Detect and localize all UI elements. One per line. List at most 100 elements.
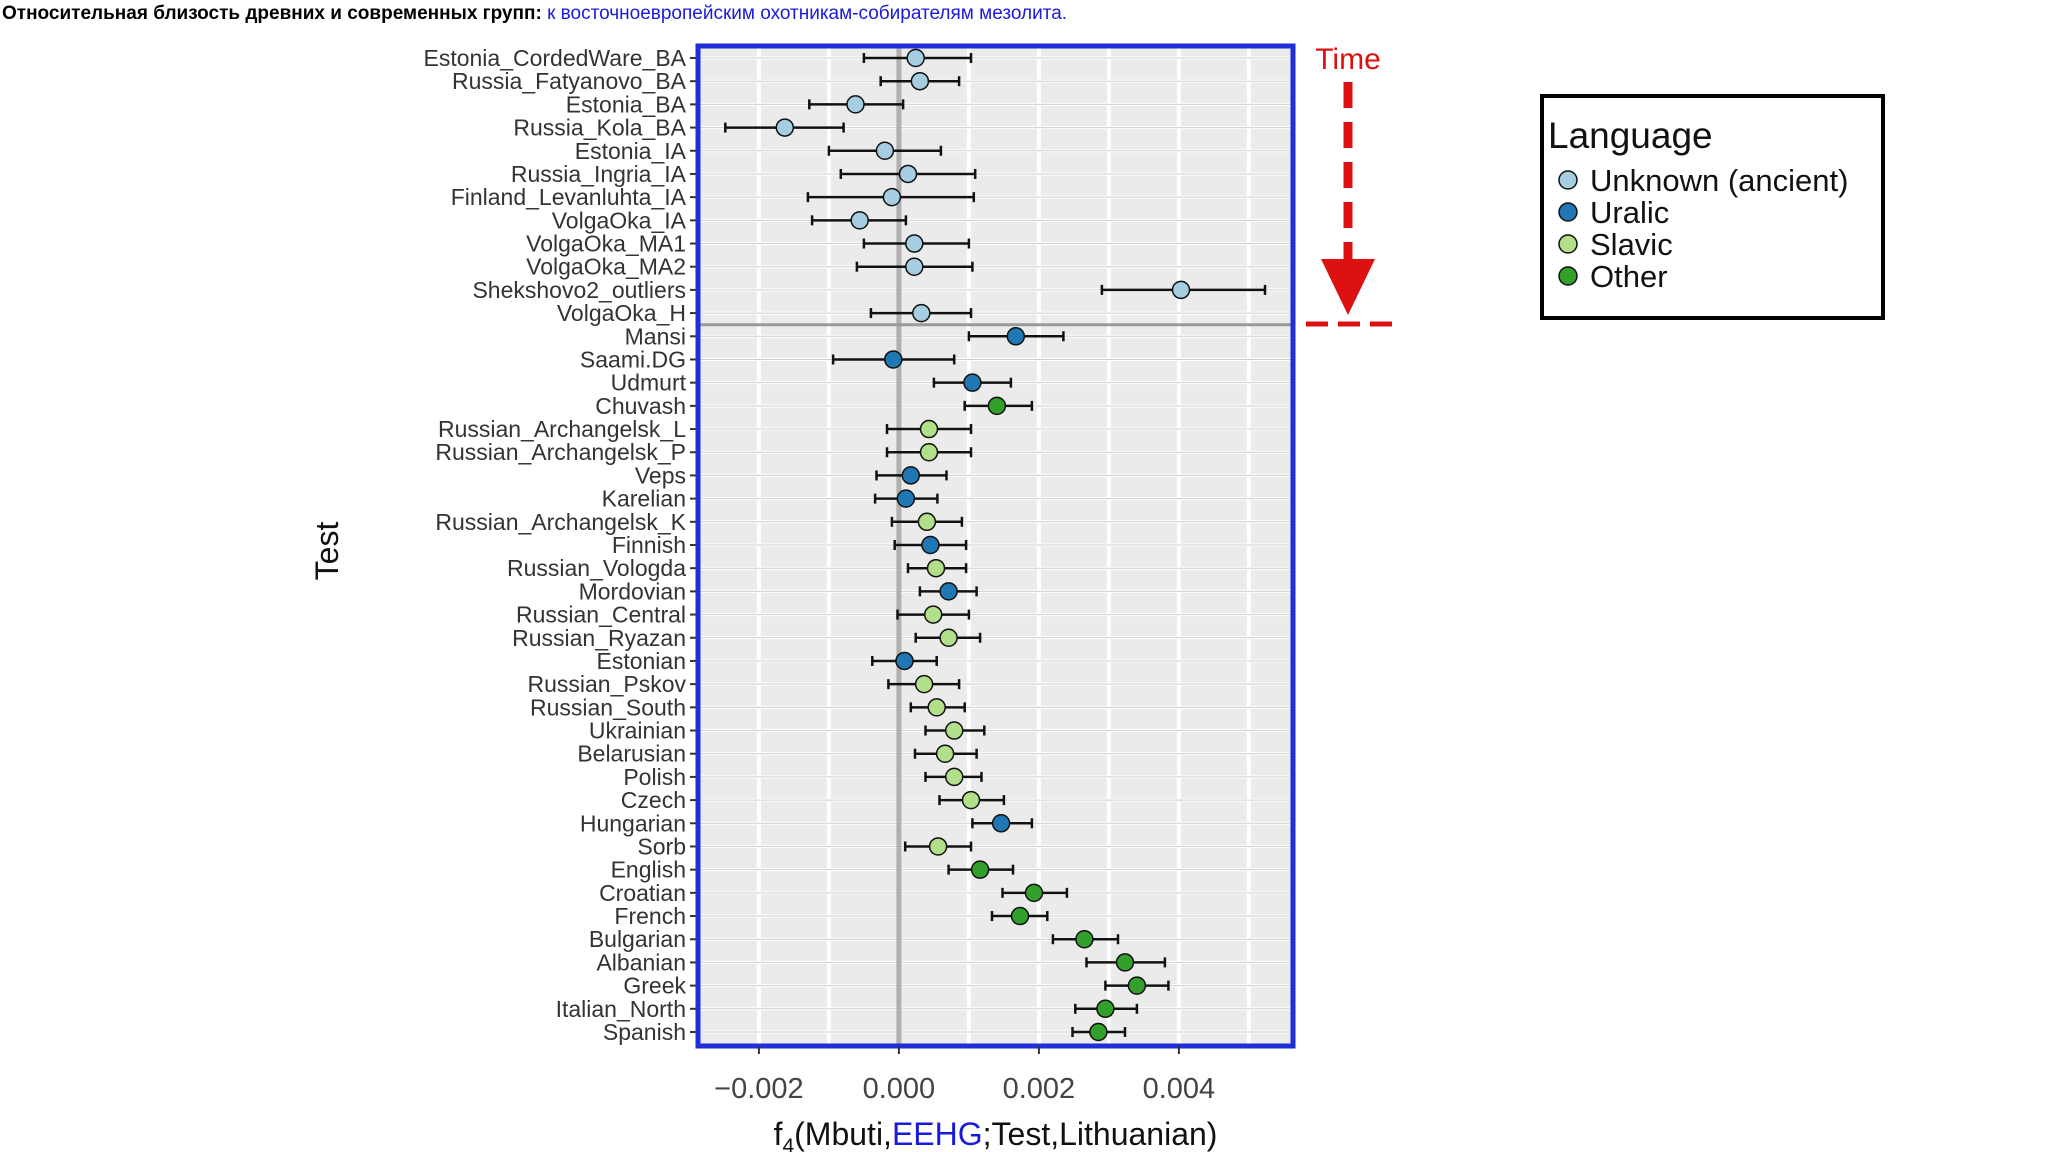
legend-marker	[1558, 202, 1578, 222]
data-point	[1006, 327, 1026, 346]
y-tick-label: Sorb	[637, 833, 686, 859]
x-axis-label-part: f	[774, 1116, 783, 1152]
y-tick-label: Hungarian	[580, 810, 686, 836]
data-point	[884, 350, 903, 369]
data-point	[944, 767, 964, 787]
data-point	[850, 211, 869, 230]
y-tick-label: Polish	[623, 764, 686, 790]
data-point	[944, 721, 964, 740]
legend-label: Slavic	[1590, 227, 1673, 262]
data-point	[928, 837, 948, 856]
y-tick-label: Mansi	[625, 323, 686, 349]
y-tick-label: Croatian	[599, 880, 686, 906]
data-point	[1171, 280, 1191, 300]
y-tick-label: Albanian	[596, 949, 686, 975]
y-tick-label: French	[614, 903, 686, 929]
legend-label: Uralic	[1590, 195, 1669, 230]
legend-box	[1540, 94, 1885, 320]
data-point	[1075, 929, 1094, 949]
y-tick-label: Bulgarian	[589, 926, 686, 952]
y-tick-label: Russian_Archangelsk_K	[435, 509, 686, 535]
time-label: Time	[1315, 43, 1381, 76]
data-point	[921, 535, 940, 555]
y-tick-label: VolgaOka_MA2	[526, 254, 686, 280]
legend-marker	[1558, 266, 1578, 286]
x-axis-label-part: EEHG	[892, 1116, 983, 1152]
y-tick-label: Russian_Central	[516, 602, 686, 628]
title-main: Относительная близость древних и совреме…	[2, 3, 542, 24]
chart-title: Относительная близость древних и совреме…	[2, 3, 1067, 25]
y-tick-label: Russia_Fatyanovo_BA	[452, 68, 687, 94]
y-tick-label: Russian_South	[530, 694, 686, 720]
y-tick-label: Shekshovo2_outliers	[472, 277, 686, 303]
legend-label: Other	[1590, 259, 1668, 294]
data-point	[775, 118, 795, 137]
x-tick-label: 0.002	[1003, 1073, 1076, 1105]
data-point	[1024, 883, 1044, 903]
y-tick-label: Finland_Levanluhta_IA	[451, 184, 687, 210]
data-point	[919, 442, 939, 462]
y-tick-label: Russia_Ingria_IA	[511, 161, 687, 187]
time-arrow-head-icon	[1321, 259, 1375, 315]
data-point	[1089, 1022, 1108, 1042]
data-point	[927, 698, 946, 717]
data-point	[875, 141, 895, 161]
y-tick-label: Belarusian	[577, 741, 686, 767]
y-tick-label: Mordovian	[579, 578, 686, 604]
data-point	[923, 605, 943, 624]
data-point	[970, 860, 990, 879]
data-point	[905, 234, 924, 253]
data-point	[912, 303, 931, 323]
data-point	[917, 512, 937, 532]
data-point	[926, 558, 946, 578]
x-axis-label-part: (Mbuti,	[794, 1116, 892, 1152]
y-tick-label: Karelian	[602, 486, 686, 512]
y-tick-label: Veps	[635, 462, 686, 488]
data-point	[882, 187, 902, 207]
x-axis-label: f4(Mbuti,EEHG;Test,Lithuanian)	[774, 1116, 1218, 1152]
legend-marker	[1558, 234, 1578, 254]
data-point	[919, 419, 939, 439]
data-point	[991, 814, 1011, 833]
y-tick-label: Russian_Archangelsk_P	[435, 439, 686, 465]
y-tick-label: Saami.DG	[580, 346, 686, 372]
data-point	[910, 71, 930, 91]
data-point	[901, 466, 921, 485]
y-tick-label: Chuvash	[595, 393, 686, 419]
data-point	[935, 744, 955, 763]
data-point	[1127, 976, 1147, 995]
y-tick-label: Russian_Vologda	[507, 555, 686, 581]
data-point	[963, 373, 982, 392]
y-tick-label: Russian_Ryazan	[512, 625, 686, 651]
y-tick-label: Ukrainian	[589, 718, 686, 744]
legend-marker	[1558, 170, 1578, 190]
data-point	[961, 790, 981, 810]
title-subtitle: к восточноевропейским охотникам-собирате…	[547, 3, 1068, 24]
y-tick-label: Estonia_CordedWare_BA	[423, 45, 686, 71]
y-tick-label: VolgaOka_IA	[552, 207, 687, 233]
y-tick-label: Estonia_IA	[575, 138, 687, 164]
plot-frame	[695, 43, 1296, 1049]
data-point	[898, 164, 918, 184]
y-tick-label: Russian_Archangelsk_L	[438, 416, 686, 442]
data-point	[987, 396, 1007, 416]
legend-label: Unknown (ancient)	[1590, 163, 1848, 198]
data-point	[895, 651, 914, 671]
y-tick-label: Udmurt	[611, 370, 687, 396]
y-tick-label: English	[611, 857, 686, 883]
x-axis-label-part: ;Test,Lithuanian)	[983, 1116, 1218, 1152]
data-point	[896, 489, 916, 508]
data-point	[939, 582, 958, 601]
y-tick-label: Russian_Pskov	[527, 671, 686, 697]
data-point	[1096, 999, 1115, 1019]
data-point	[914, 674, 934, 694]
y-tick-label: VolgaOka_H	[557, 300, 686, 326]
data-point	[905, 257, 924, 276]
data-point	[939, 628, 958, 648]
y-tick-label: Italian_North	[556, 996, 686, 1022]
legend-title: Language	[1548, 115, 1713, 156]
x-tick-label: −0.002	[714, 1073, 804, 1105]
y-tick-label: Greek	[623, 973, 686, 999]
data-point	[846, 95, 865, 114]
